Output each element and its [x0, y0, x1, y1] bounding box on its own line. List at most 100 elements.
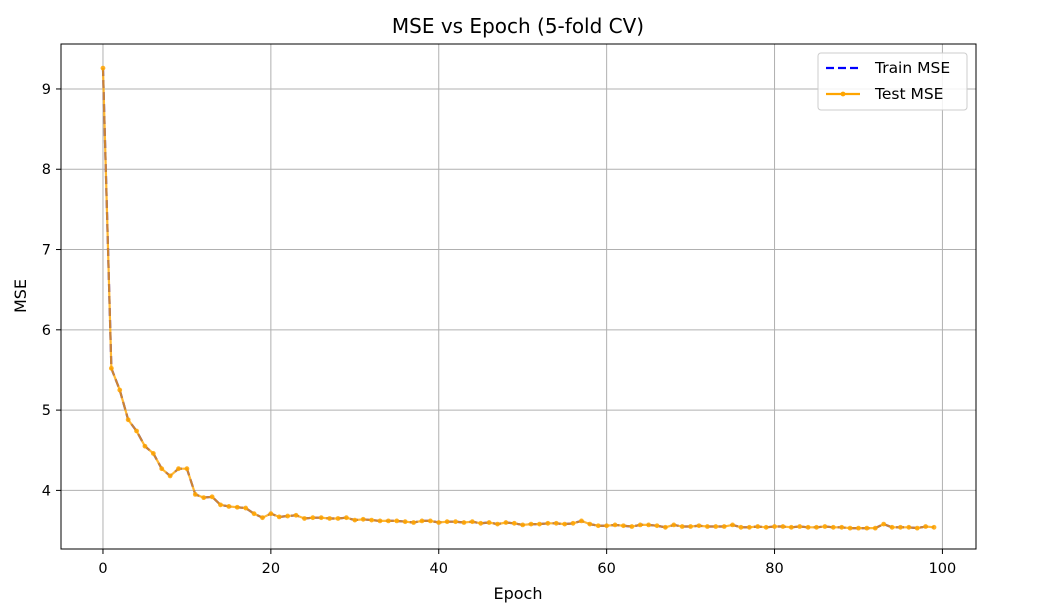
- test-mse-point: [125, 417, 131, 423]
- test-mse-point: [704, 524, 710, 529]
- test-mse-point: [797, 524, 803, 529]
- test-mse-point: [679, 524, 685, 529]
- test-mse-point: [201, 495, 207, 501]
- test-mse-point: [344, 515, 349, 521]
- test-mse-point: [310, 515, 316, 521]
- test-mse-point: [805, 524, 811, 530]
- test-mse-point: [108, 365, 114, 371]
- test-mse-point: [931, 524, 937, 530]
- test-mse-point: [847, 525, 853, 531]
- test-mse-point: [427, 518, 433, 524]
- legend-test-label: Test MSE: [874, 85, 943, 103]
- test-mse-point: [520, 522, 526, 528]
- test-mse-point: [755, 524, 761, 529]
- test-mse-point: [553, 520, 559, 526]
- test-mse-point: [872, 525, 878, 531]
- test-mse-point: [394, 518, 400, 524]
- x-tick-label: 60: [597, 561, 615, 577]
- test-mse-point: [318, 515, 324, 521]
- test-mse-point: [243, 505, 249, 511]
- x-axis-ticks: 0 20 40 60 80 100: [98, 549, 956, 577]
- test-mse-point: [100, 65, 106, 71]
- y-axis-label: MSE: [11, 279, 30, 313]
- y-tick-label: 6: [42, 323, 51, 339]
- test-mse-point: [654, 523, 660, 529]
- test-mse-point: [209, 494, 215, 500]
- test-mse-point: [184, 466, 190, 472]
- test-mse-point: [150, 451, 156, 456]
- y-tick-label: 9: [42, 82, 51, 98]
- train-mse-line: [101, 68, 935, 530]
- test-mse-point: [545, 520, 551, 526]
- test-mse-point: [117, 387, 123, 393]
- plot-frame: [60, 43, 977, 550]
- legend-test-marker: [840, 91, 846, 97]
- y-tick-label: 8: [42, 162, 51, 178]
- test-mse-point: [671, 522, 677, 528]
- test-mse-point: [360, 516, 366, 522]
- y-tick-label: 4: [42, 483, 51, 499]
- test-mse-point: [730, 522, 735, 528]
- test-mse-point: [738, 524, 744, 530]
- test-mse-point: [192, 492, 198, 497]
- test-mse-point: [906, 524, 912, 530]
- x-tick-label: 40: [430, 561, 448, 577]
- test-mse-point: [352, 517, 358, 523]
- test-mse-point: [688, 524, 693, 529]
- test-mse-point: [503, 520, 509, 525]
- series-layer: [100, 65, 937, 531]
- test-mse-point: [234, 504, 240, 510]
- test-mse-point: [251, 511, 257, 517]
- test-mse-point: [419, 518, 425, 524]
- test-mse-point: [839, 524, 845, 530]
- test-mse-point: [646, 522, 652, 528]
- x-tick-label: 80: [765, 561, 783, 577]
- test-mse-point: [293, 512, 299, 518]
- test-mse-point: [663, 524, 668, 530]
- test-mse-point: [176, 466, 181, 472]
- test-mse-point: [562, 521, 568, 527]
- test-mse-point: [570, 520, 576, 526]
- test-mse-point: [218, 502, 223, 508]
- test-mse-point: [814, 524, 819, 530]
- y-tick-label: 7: [42, 243, 51, 259]
- test-mse-point: [721, 524, 727, 529]
- legend-train-label: Train MSE: [874, 59, 950, 77]
- test-mse-point: [713, 524, 719, 529]
- legend: Train MSE Test MSE: [817, 52, 968, 111]
- test-mse-point: [864, 525, 870, 531]
- test-mse-point: [889, 524, 895, 530]
- chart-title: MSE vs Epoch (5-fold CV): [392, 14, 644, 38]
- test-mse-point: [604, 523, 610, 529]
- test-mse-point: [486, 520, 492, 525]
- test-mse-point: [696, 523, 702, 529]
- test-mse-point: [856, 525, 861, 531]
- test-mse-line: [101, 68, 935, 530]
- test-mse-point: [369, 517, 374, 523]
- test-mse-point: [478, 520, 484, 526]
- test-mse-point: [621, 523, 626, 529]
- test-mse-point: [453, 519, 458, 525]
- test-mse-point: [436, 520, 442, 525]
- x-axis-label: Epoch: [494, 584, 543, 603]
- test-mse-point: [923, 524, 929, 529]
- test-mse-point: [461, 520, 467, 525]
- grid-lines: [61, 44, 976, 549]
- x-tick-label: 20: [262, 561, 280, 577]
- test-mse-point: [612, 522, 618, 528]
- test-mse-point: [822, 524, 828, 529]
- test-mse-point: [579, 518, 584, 524]
- test-mse-point: [402, 519, 408, 525]
- test-mse-point: [537, 521, 542, 527]
- y-axis-ticks: 4 5 6 7 8 9: [42, 82, 61, 499]
- test-mse-point: [167, 473, 173, 479]
- test-mse-point: [772, 524, 777, 529]
- test-mse-point: [260, 515, 265, 521]
- test-mse-point: [159, 466, 165, 472]
- test-mse-point: [898, 524, 903, 530]
- test-mse-point: [830, 524, 836, 530]
- test-mse-point: [385, 518, 391, 524]
- test-mse-point: [587, 521, 593, 527]
- test-mse-point: [469, 519, 475, 525]
